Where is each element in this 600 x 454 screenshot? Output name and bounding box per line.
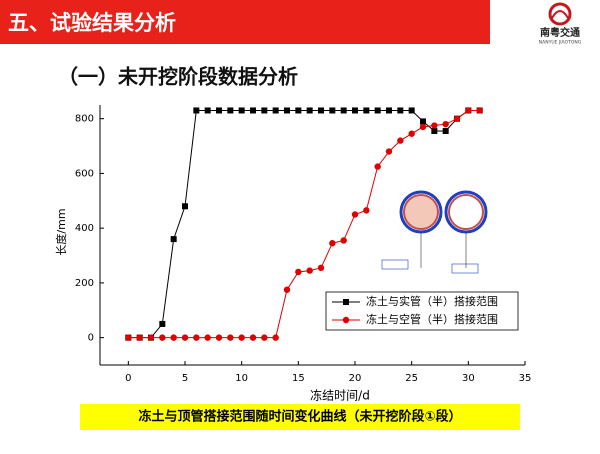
header-bar bbox=[0, 0, 490, 44]
header-title: 五、试验结果分析 bbox=[8, 11, 176, 35]
data-point bbox=[420, 118, 426, 125]
y-tick-label: 0 bbox=[88, 333, 94, 344]
caption: 冻土与顶管搭接范围随时间变化曲线（未开挖阶段①段） bbox=[138, 409, 461, 425]
y-tick-label: 800 bbox=[75, 114, 94, 125]
data-point bbox=[340, 237, 347, 244]
data-point bbox=[261, 334, 268, 341]
data-point bbox=[351, 211, 359, 218]
data-point bbox=[431, 122, 438, 129]
x-tick-label: 10 bbox=[235, 373, 248, 384]
data-point bbox=[238, 107, 245, 114]
data-point bbox=[170, 334, 177, 341]
legend-box bbox=[325, 291, 519, 331]
data-point bbox=[182, 203, 188, 210]
y-tick-label: 400 bbox=[75, 223, 94, 234]
data-point bbox=[272, 107, 279, 114]
data-point bbox=[329, 240, 336, 247]
caption-box bbox=[80, 404, 520, 430]
legend-marker bbox=[343, 299, 349, 305]
x-tick-label: 35 bbox=[519, 373, 532, 384]
logo-name: 南粤交通 bbox=[540, 26, 580, 39]
data-point bbox=[306, 267, 313, 274]
x-axis-label: 冻结时间/d bbox=[310, 388, 370, 403]
data-point bbox=[408, 107, 415, 114]
data-point bbox=[250, 107, 256, 114]
data-point bbox=[170, 236, 177, 243]
data-point bbox=[340, 107, 347, 114]
data-point bbox=[125, 334, 132, 341]
data-point bbox=[283, 286, 291, 293]
inset-diagram bbox=[375, 180, 497, 276]
data-point bbox=[159, 320, 166, 327]
data-point bbox=[397, 107, 404, 114]
data-point bbox=[352, 107, 358, 114]
x-tick-label: 20 bbox=[349, 373, 362, 384]
data-point bbox=[465, 107, 472, 114]
data-point bbox=[204, 107, 211, 114]
data-point bbox=[204, 334, 211, 341]
logo-sub: NANYUE JIAOTONG bbox=[539, 40, 582, 46]
data-point bbox=[295, 107, 302, 114]
x-tick-label: 15 bbox=[292, 373, 305, 384]
data-point bbox=[453, 115, 461, 122]
inset-note bbox=[451, 263, 479, 274]
data-point bbox=[476, 107, 483, 114]
inset-pipe bbox=[403, 194, 439, 230]
data-point bbox=[408, 130, 415, 137]
x-tick-label: 30 bbox=[462, 373, 475, 384]
x-tick-label: 25 bbox=[405, 373, 418, 384]
y-tick-label: 200 bbox=[75, 278, 94, 289]
data-point bbox=[374, 107, 381, 114]
x-tick-label: 5 bbox=[182, 373, 188, 384]
data-point bbox=[227, 334, 234, 341]
data-point bbox=[329, 107, 336, 114]
data-point bbox=[318, 107, 324, 114]
data-point bbox=[238, 334, 245, 341]
data-point bbox=[193, 334, 200, 341]
data-point bbox=[397, 137, 404, 144]
data-point bbox=[306, 107, 313, 114]
data-point bbox=[181, 334, 189, 341]
data-point bbox=[193, 107, 200, 114]
x-tick-label: 0 bbox=[125, 373, 131, 384]
data-point bbox=[147, 334, 155, 341]
data-point bbox=[419, 123, 427, 131]
data-point bbox=[317, 264, 325, 272]
subtitle: （一）未开挖阶段数据分析 bbox=[58, 65, 298, 89]
data-point bbox=[249, 334, 257, 341]
data-point bbox=[431, 128, 438, 134]
data-point bbox=[386, 107, 392, 114]
data-point bbox=[385, 148, 393, 155]
data-point bbox=[216, 107, 222, 114]
inset-note bbox=[381, 259, 409, 270]
logo-icon bbox=[551, 10, 569, 19]
data-point bbox=[261, 107, 268, 114]
data-point bbox=[295, 268, 302, 276]
y-tick-label: 600 bbox=[75, 168, 94, 179]
data-point bbox=[374, 163, 381, 170]
logo-icon bbox=[548, 2, 572, 26]
data-point bbox=[363, 207, 370, 214]
data-point bbox=[159, 334, 166, 341]
data-point bbox=[136, 334, 143, 341]
y-axis-label: 长度/mm bbox=[54, 208, 68, 255]
legend-marker bbox=[342, 316, 350, 324]
data-point bbox=[363, 107, 370, 114]
data-point bbox=[215, 334, 223, 341]
data-point bbox=[442, 128, 449, 134]
data-point bbox=[227, 107, 234, 114]
data-point bbox=[442, 120, 449, 128]
data-point bbox=[272, 334, 279, 341]
legend-label: 冻土与空管（半）搭接范围 bbox=[366, 312, 498, 326]
legend-label: 冻土与实管（半）搭接范围 bbox=[366, 294, 498, 308]
data-point bbox=[284, 107, 290, 114]
logo: 南粤交通 NANYUE JIAOTONG bbox=[539, 2, 582, 46]
inset-pipe bbox=[448, 194, 484, 230]
